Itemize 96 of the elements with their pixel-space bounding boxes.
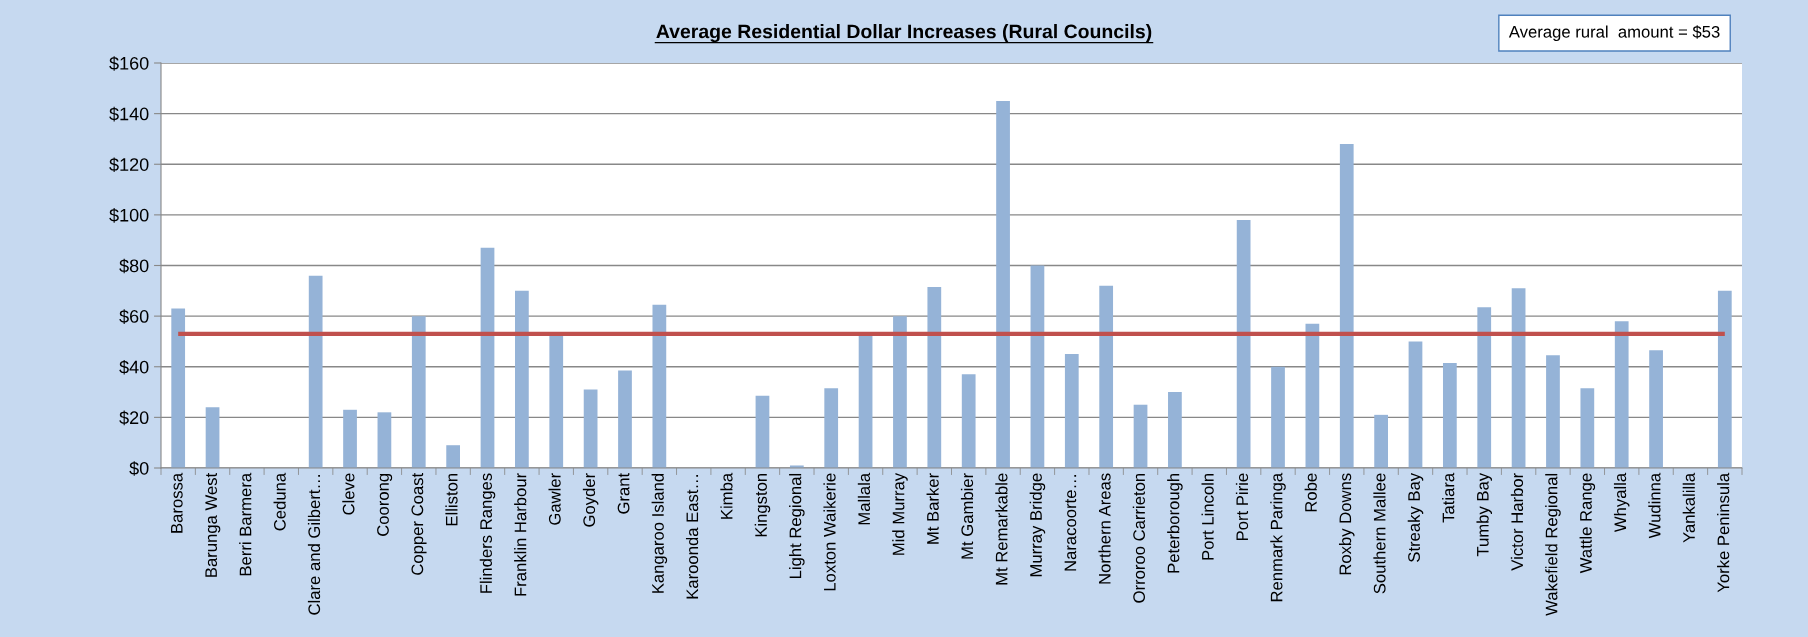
x-tick-label: Whyalla — [1613, 472, 1630, 533]
x-tick-label: Murray Bridge — [1029, 473, 1046, 577]
bar — [1168, 392, 1182, 468]
x-tick-label: Wakefield Regional — [1545, 473, 1561, 616]
x-tick-label: Yankalilla — [1682, 472, 1695, 543]
chart-title: Average Residential Dollar Increases (Rural Councils) — [656, 24, 1152, 43]
bar — [343, 409, 357, 468]
bar — [583, 389, 598, 468]
x-tick-label: Kimba — [720, 472, 733, 519]
x-tick-label: Mt Barker — [926, 473, 939, 544]
bar — [893, 316, 907, 468]
y-tick-label: $40 — [119, 359, 149, 375]
x-tick-label: Robe — [1304, 473, 1317, 512]
x-tick-label: Karoonda East… — [685, 475, 699, 599]
bar — [205, 407, 220, 468]
bar — [1064, 354, 1079, 468]
bar — [824, 388, 839, 468]
x-tick-label: Mt Gambier — [960, 473, 974, 559]
y-tick-label: $120 — [109, 157, 149, 173]
x-tick-label: Port Lincoln — [1201, 473, 1214, 560]
bar — [1133, 404, 1148, 468]
bar — [1649, 350, 1663, 468]
bar — [1271, 366, 1285, 468]
bar — [1099, 285, 1114, 468]
bar — [927, 287, 942, 468]
x-tick-label: Berri Barmera — [239, 472, 252, 576]
x-tick-label: Mid Murray — [892, 472, 908, 555]
x-tick-label: Peterborough — [1167, 473, 1183, 573]
x-tick-label: Elliston — [445, 473, 458, 526]
bar — [411, 316, 426, 468]
x-tick-label: Goyder — [582, 473, 599, 527]
x-tick-label: Tumby Bay — [1476, 472, 1492, 557]
x-tick-label: Flinders Ranges — [479, 473, 496, 593]
bar — [308, 275, 323, 468]
bar — [1339, 144, 1354, 468]
x-tick-label: Coorong — [377, 473, 393, 536]
bar — [1546, 355, 1560, 468]
x-tick-label: Southern Mallee — [1373, 473, 1386, 594]
y-tick-label: $60 — [119, 309, 149, 324]
bar — [755, 395, 770, 468]
x-tick-label: Mt Remarkable — [995, 473, 1008, 585]
bar — [1442, 362, 1457, 468]
bar — [1030, 265, 1045, 468]
x-tick-label: Kingston — [754, 473, 771, 537]
bar — [1236, 219, 1251, 468]
x-tick-label: Streaky Bay — [1407, 472, 1424, 562]
bar — [549, 333, 564, 468]
x-tick-label: Ceduna — [273, 472, 286, 531]
x-tick-label: Victor Harbor — [1510, 473, 1524, 571]
bar — [1511, 288, 1526, 468]
bar — [858, 333, 873, 468]
x-tick-label: Light Regional — [789, 473, 805, 579]
x-tick-label: Roxby Downs — [1338, 473, 1355, 575]
x-tick-label: Cleve — [342, 473, 355, 515]
bar — [480, 247, 495, 468]
bar — [618, 370, 632, 468]
bar — [1580, 388, 1595, 468]
bar — [1477, 307, 1492, 468]
bar — [1408, 341, 1423, 468]
x-tick-label: Orroroo Carrieton — [1132, 473, 1146, 603]
x-tick-label: Naracoorte… — [1064, 475, 1077, 571]
bar — [446, 445, 461, 468]
x-tick-label: Barunga West — [205, 472, 221, 577]
x-tick-label: Mallala — [857, 472, 871, 525]
y-tick-label: $140 — [109, 106, 149, 122]
y-tick-label: $160 — [109, 56, 149, 71]
bar — [1614, 321, 1629, 468]
x-tick-label: Northern Areas — [1098, 473, 1111, 584]
x-tick-label: Yorke Peninsula — [1717, 472, 1730, 593]
text: Average rural amount = $53 — [1508, 25, 1720, 42]
bar — [1717, 290, 1732, 468]
bar — [996, 100, 1010, 468]
y-tick-label: $80 — [119, 258, 149, 274]
y-tick-label: $100 — [109, 208, 149, 223]
x-tick-label: Gawler — [548, 473, 561, 525]
x-tick-label: Barossa — [171, 472, 183, 533]
y-tick-label: $20 — [119, 410, 149, 426]
bar — [377, 412, 392, 468]
bar — [1305, 323, 1320, 468]
x-tick-label: Port Pirie — [1235, 473, 1249, 541]
x-tick-label: Kangaroo Island — [651, 473, 668, 593]
x-tick-label: Copper Coast — [411, 472, 427, 575]
x-tick-label: Clare and Gilbert… — [307, 475, 321, 615]
x-tick-label: Renmark Paringa — [1270, 472, 1286, 602]
bar — [171, 308, 186, 468]
x-tick-label: Wudinna — [1648, 472, 1661, 539]
bar — [515, 290, 529, 468]
bar — [1374, 414, 1388, 468]
x-tick-label: Loxton Waikerie — [823, 473, 836, 591]
bar — [961, 374, 976, 468]
x-tick-label: Grant — [617, 472, 630, 514]
bar — [652, 304, 667, 468]
y-tick-label: $0 — [129, 461, 149, 476]
x-tick-label: Tatiara — [1442, 472, 1455, 523]
x-tick-label: Franklin Harbour — [514, 473, 527, 596]
x-tick-label: Wattle Range — [1579, 473, 1596, 574]
